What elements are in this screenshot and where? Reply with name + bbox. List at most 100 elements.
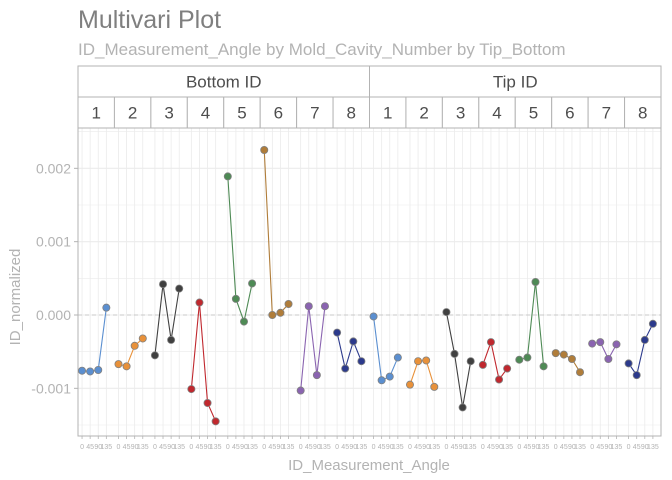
y-tick-label: -0.001 [31, 380, 71, 396]
x-tick-label: 45 [196, 444, 204, 451]
data-point [320, 302, 329, 311]
x-tick-label: 90 [167, 444, 175, 451]
x-tick-label: 0 [189, 444, 193, 451]
data-point [369, 312, 378, 321]
data-point [458, 403, 467, 412]
x-tick-label: 135 [356, 444, 368, 451]
panel-border [77, 127, 662, 437]
series-line [118, 338, 144, 367]
data-point [596, 338, 605, 347]
x-tick-label: 45 [560, 444, 568, 451]
cavity-strip-box [332, 96, 370, 129]
x-tick-label: 135 [246, 444, 258, 451]
x-tick-label: 0 [481, 444, 485, 451]
x-tick-label: 90 [349, 444, 357, 451]
x-tick-label: 90 [204, 444, 212, 451]
cavity-strip-box [296, 96, 334, 129]
x-tick-label: 135 [319, 444, 331, 451]
cavity-strip-label: 7 [602, 104, 611, 123]
data-point [312, 371, 321, 380]
data-point [114, 360, 123, 369]
data-point [495, 375, 504, 384]
cavity-strip-label: 8 [638, 104, 647, 123]
cavity-strip-box [369, 96, 407, 129]
data-point [422, 356, 431, 365]
data-point [150, 351, 159, 360]
data-point [648, 319, 657, 328]
x-tick-label: 90 [568, 444, 576, 451]
cavity-strip-label: 1 [91, 104, 100, 123]
data-point [349, 337, 358, 346]
x-tick-label: 90 [459, 444, 467, 451]
data-point [175, 284, 184, 293]
y-tick-label: 0.001 [36, 234, 71, 250]
y-axis-title: ID_normalized [7, 249, 24, 346]
x-tick-label: 45 [596, 444, 604, 451]
data-point [231, 294, 240, 303]
chart-subtitle: ID_Measurement_Angle by Mold_Cavity_Numb… [78, 40, 566, 59]
y-tick-label: 0.002 [36, 160, 71, 176]
data-point [187, 385, 196, 394]
data-point [138, 334, 147, 343]
data-point [86, 367, 95, 376]
series-line [628, 323, 654, 377]
x-tick-label: 0 [335, 444, 339, 451]
x-tick-label: 90 [131, 444, 139, 451]
x-tick-label: 45 [159, 444, 167, 451]
data-point [414, 357, 423, 366]
series-line [227, 176, 253, 324]
cavity-strip-label: 5 [529, 104, 538, 123]
cavity-strip-box [113, 96, 152, 129]
x-tick-label: 90 [277, 444, 285, 451]
data-point [576, 368, 585, 377]
x-tick-label: 45 [341, 444, 349, 451]
x-tick-label: 45 [305, 444, 313, 451]
data-point [486, 338, 495, 347]
data-point [559, 350, 568, 359]
data-point [515, 355, 524, 364]
x-tick-label: 0 [517, 444, 521, 451]
data-point [167, 335, 176, 344]
x-tick-label: 0 [372, 444, 376, 451]
data-point [531, 277, 540, 286]
data-point [385, 372, 394, 381]
data-point [405, 380, 414, 389]
data-point [341, 364, 350, 373]
data-point [624, 359, 633, 368]
cavity-strip-label: 3 [164, 104, 173, 123]
series-line [81, 307, 107, 373]
x-tick-label: 0 [262, 444, 266, 451]
x-tick-label: 0 [408, 444, 412, 451]
x-tick-label: 0 [117, 444, 121, 451]
x-tick-label: 90 [532, 444, 540, 451]
cavity-strip-label: 2 [128, 104, 137, 123]
data-point [268, 310, 277, 319]
x-tick-label: 45 [268, 444, 276, 451]
series-line [482, 340, 508, 381]
x-tick-label: 45 [523, 444, 531, 451]
series-line [519, 281, 545, 367]
series-line [263, 149, 289, 316]
data-point [248, 279, 257, 288]
cavity-strip-label: 5 [237, 104, 246, 123]
x-tick-label: 90 [641, 444, 649, 451]
data-point [430, 382, 439, 391]
group-strip-label: Bottom ID [186, 73, 262, 92]
x-tick-label: 0 [554, 444, 558, 451]
x-tick-label: 45 [378, 444, 386, 451]
data-point [211, 417, 220, 426]
x-tick-label: 135 [428, 444, 440, 451]
data-point [78, 366, 87, 375]
x-tick-label: 45 [414, 444, 422, 451]
x-tick-label: 135 [210, 444, 222, 451]
x-tick-label: 90 [495, 444, 503, 451]
series-line [300, 306, 326, 391]
x-tick-label: 0 [153, 444, 157, 451]
x-tick-label: 135 [392, 444, 404, 451]
data-point [632, 371, 641, 380]
x-tick-label: 90 [240, 444, 248, 451]
x-tick-label: 45 [86, 444, 94, 451]
series-line [555, 352, 581, 373]
